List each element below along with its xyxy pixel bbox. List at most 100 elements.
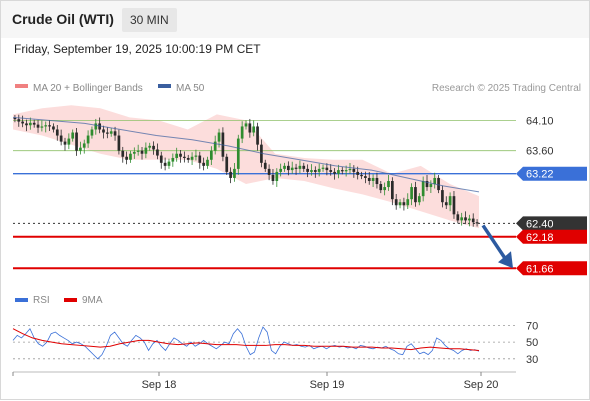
candle-body xyxy=(152,145,155,150)
candle-body xyxy=(290,167,294,171)
candle-body xyxy=(390,181,394,200)
candle-body xyxy=(313,170,317,172)
candle-body xyxy=(267,168,271,175)
candle-body xyxy=(102,129,105,133)
candle-body xyxy=(429,184,433,188)
legend-label: MA 50 xyxy=(176,83,205,94)
candle-body xyxy=(252,126,256,133)
candle-body xyxy=(48,125,51,127)
bollinger-band xyxy=(13,105,479,229)
candle-body xyxy=(36,124,40,128)
candle-body xyxy=(67,138,71,145)
candle-body xyxy=(240,126,244,139)
candle-body xyxy=(144,147,148,154)
candle-body xyxy=(82,143,86,148)
level-label-63.60: 63.60 xyxy=(526,146,554,158)
x-tick-label: Sep 20 xyxy=(464,379,499,391)
candle-body xyxy=(86,135,90,144)
candle-body xyxy=(340,170,344,172)
candle-body xyxy=(356,171,360,175)
candle-body xyxy=(360,174,363,177)
candle-body xyxy=(190,156,194,160)
level-label-62.18: 62.18 xyxy=(526,232,554,244)
candle-body xyxy=(117,135,121,151)
candle-body xyxy=(398,202,402,206)
forecast-arrow xyxy=(481,224,507,260)
rsi-tick-label: 70 xyxy=(526,320,538,332)
candle-body xyxy=(167,161,171,166)
candle-body xyxy=(344,170,348,172)
timestamp: Friday, September 19, 2025 10:00:19 PM C… xyxy=(14,42,261,56)
candle-body xyxy=(348,168,352,171)
candle-body xyxy=(13,117,17,120)
candle-body xyxy=(364,176,367,178)
candle-body xyxy=(79,147,82,151)
timeframe-button[interactable]: 30 MIN xyxy=(122,8,177,32)
candle-body xyxy=(63,141,67,145)
candle-body xyxy=(325,167,329,171)
candle-body xyxy=(106,132,109,134)
candle-body xyxy=(271,174,275,181)
instrument-title: Crude Oil (WTI) xyxy=(12,11,114,27)
candle-body xyxy=(44,125,48,127)
candle-body xyxy=(275,171,279,181)
candle-body xyxy=(233,168,236,178)
candle-body xyxy=(213,141,217,151)
candle-body xyxy=(337,170,340,174)
forecast-arrowhead xyxy=(498,251,513,269)
candle-body xyxy=(425,181,429,188)
header-bar: Crude Oil (WTI) 30 MIN xyxy=(1,1,589,38)
candle-body xyxy=(244,123,248,127)
candle-body xyxy=(113,131,117,136)
candle-body xyxy=(317,168,321,172)
candle-body xyxy=(294,167,298,169)
rsi-line xyxy=(12,326,480,360)
level-label-64.10: 64.10 xyxy=(526,115,554,127)
candle-body xyxy=(452,196,456,215)
candle-body xyxy=(448,196,452,206)
candle-body xyxy=(460,217,464,221)
candle-body xyxy=(256,126,259,145)
rsi-tick-label: 30 xyxy=(526,354,538,366)
candle-body xyxy=(387,181,390,188)
candle-body xyxy=(217,132,221,142)
candle-body xyxy=(410,187,413,200)
candle-body xyxy=(248,123,252,133)
candle-body xyxy=(414,187,417,203)
candle-body xyxy=(475,222,479,224)
candle-body xyxy=(444,202,448,206)
candle-body xyxy=(433,177,437,185)
candle-body xyxy=(148,145,152,148)
level-tag-63.22 xyxy=(516,166,587,181)
level-label-61.66: 61.66 xyxy=(526,263,554,275)
candle-body xyxy=(329,170,333,172)
candle-body xyxy=(194,155,198,157)
rsi-tick-label: 50 xyxy=(526,337,538,349)
candle-body xyxy=(198,155,202,163)
candle-body xyxy=(21,121,24,124)
level-label-62.40: 62.40 xyxy=(526,218,554,230)
candle-body xyxy=(379,184,383,191)
candle-body xyxy=(17,119,21,122)
candle-body xyxy=(94,123,98,130)
candle-body xyxy=(25,123,28,126)
candle-body xyxy=(287,165,290,171)
candle-body xyxy=(310,170,313,172)
candle-body xyxy=(302,165,306,169)
candle-body xyxy=(260,144,263,163)
candle-body xyxy=(371,177,375,181)
candle-body xyxy=(263,162,267,169)
candle-body xyxy=(136,150,140,152)
x-tick-label: Sep 19 xyxy=(310,379,345,391)
candle-body xyxy=(468,218,471,221)
credit-text: Research © 2025 Trading Central xyxy=(432,83,581,94)
candle-body xyxy=(32,122,36,125)
candle-body xyxy=(306,168,309,172)
candle-body xyxy=(421,181,425,197)
candle-body xyxy=(464,217,467,221)
candle-body xyxy=(417,196,421,203)
candle-body xyxy=(206,159,209,166)
rsi-legend-swatch xyxy=(64,298,77,302)
candle-body xyxy=(90,129,94,136)
